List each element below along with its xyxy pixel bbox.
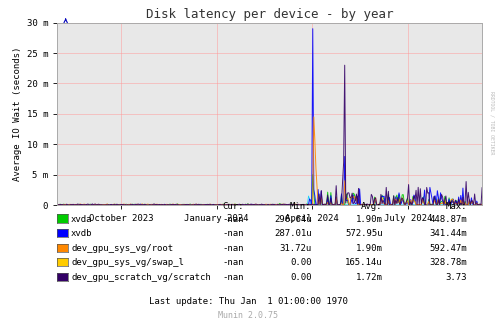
Text: 0.00: 0.00	[290, 258, 312, 267]
Text: dev_gpu_scratch_vg/scratch: dev_gpu_scratch_vg/scratch	[71, 273, 211, 282]
Text: -nan: -nan	[222, 258, 244, 267]
Text: 341.44m: 341.44m	[429, 229, 467, 238]
Text: 296.64u: 296.64u	[274, 215, 312, 224]
Y-axis label: Average IO Wait (seconds): Average IO Wait (seconds)	[13, 47, 22, 181]
Text: 287.01u: 287.01u	[274, 229, 312, 238]
Text: 165.14u: 165.14u	[345, 258, 383, 267]
Text: Avg:: Avg:	[361, 202, 383, 211]
Text: 572.95u: 572.95u	[345, 229, 383, 238]
Text: 3.73: 3.73	[446, 273, 467, 282]
Text: 1.72m: 1.72m	[356, 273, 383, 282]
Text: 592.47m: 592.47m	[429, 244, 467, 253]
Text: 448.87m: 448.87m	[429, 215, 467, 224]
Text: dev_gpu_sys_vg/swap_l: dev_gpu_sys_vg/swap_l	[71, 258, 184, 267]
Text: Max:: Max:	[446, 202, 467, 211]
Text: -nan: -nan	[222, 229, 244, 238]
Text: 31.72u: 31.72u	[279, 244, 312, 253]
Text: Munin 2.0.75: Munin 2.0.75	[219, 311, 278, 320]
Text: -nan: -nan	[222, 273, 244, 282]
Text: dev_gpu_sys_vg/root: dev_gpu_sys_vg/root	[71, 244, 173, 253]
Text: Last update: Thu Jan  1 01:00:00 1970: Last update: Thu Jan 1 01:00:00 1970	[149, 297, 348, 306]
Text: 328.78m: 328.78m	[429, 258, 467, 267]
Text: xvdb: xvdb	[71, 229, 92, 238]
Text: xvda: xvda	[71, 215, 92, 224]
Text: Cur:: Cur:	[222, 202, 244, 211]
Text: RRDTOOL / TOBI OETIKER: RRDTOOL / TOBI OETIKER	[490, 91, 495, 154]
Text: -nan: -nan	[222, 244, 244, 253]
Title: Disk latency per device - by year: Disk latency per device - by year	[146, 8, 393, 21]
Text: -nan: -nan	[222, 215, 244, 224]
Text: 0.00: 0.00	[290, 273, 312, 282]
Text: Min:: Min:	[290, 202, 312, 211]
Text: 1.90m: 1.90m	[356, 244, 383, 253]
Text: 1.90m: 1.90m	[356, 215, 383, 224]
